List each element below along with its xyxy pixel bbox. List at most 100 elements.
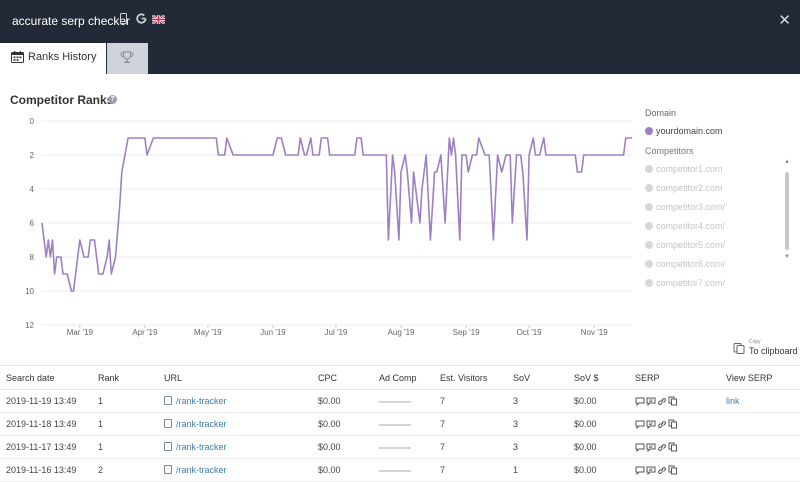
close-icon[interactable]: ✕ [778,12,791,29]
calendar-icon [11,51,24,66]
page-icon [164,419,172,428]
help-icon[interactable]: ? [108,95,117,104]
legend-item-competitor[interactable]: competitor3.com/ [645,201,795,220]
cell-url: /rank-tracker [158,389,312,413]
ad-comp-bar [379,400,411,403]
cell-sov: 1 [507,458,568,482]
x-tick-label: Nov '19 [581,328,608,337]
cell-cpc: $0.00 [312,389,373,413]
table-row[interactable]: 2019-11-19 13:49 1/rank-tracker $0.00 7 3 $0.… [0,389,800,413]
scroll-thumb[interactable] [785,172,789,250]
serp-link-icon[interactable] [657,443,667,452]
clipboard-icon [733,342,745,356]
view-serp-link[interactable]: link [726,396,740,406]
cell-ad-comp [373,389,434,413]
serp-link-icon[interactable] [657,466,667,475]
legend-dot [645,165,653,173]
cell-rank: 2 [92,458,158,482]
col-ad-comp[interactable]: Ad Comp [373,365,434,390]
rank-chart: 0 2 4 6 8 10 12 Mar '19 Apr '19 May '19 Jun '19 Jul… [25,117,632,337]
tab-ranks-history[interactable]: Ranks History [0,43,106,74]
legend-item-label: competitor5.com/ [656,240,726,250]
table-row[interactable]: 2019-11-18 13:49 1/rank-tracker $0.00 7 3 $0.… [0,412,800,436]
legend-item-label: competitor7.com/ [656,278,726,288]
serp-link-icon[interactable] [657,397,667,406]
serp-copy-icon[interactable] [668,442,678,452]
url-link[interactable]: /rank-tracker [176,442,227,452]
legend-item-domain[interactable]: yourdomain.com [645,125,795,144]
uk-flag-icon [151,13,166,27]
serp-snippet-icon[interactable] [635,443,645,453]
legend-item-competitor[interactable]: competitor5.com/ [645,239,795,258]
series-line-yourdomain[interactable] [41,137,632,292]
serp-review-icon[interactable] [646,466,656,476]
legend-dot [645,241,653,249]
page-icon [164,465,172,474]
scroll-up-icon[interactable]: ▲ [784,159,790,165]
legend-item-competitor[interactable]: competitor6.com/ [645,258,795,277]
y-tick-label: 10 [25,287,34,296]
serp-copy-icon[interactable] [668,396,678,406]
table-row[interactable]: 2019-11-17 13:49 1/rank-tracker $0.00 7 3 $0.… [0,435,800,459]
url-link[interactable]: /rank-tracker [176,419,227,429]
legend-item-competitor[interactable]: competitor4.com/ [645,220,795,239]
col-sov-usd[interactable]: SoV $ [568,365,629,390]
cell-serp [629,389,720,413]
legend-dot [645,203,653,211]
y-tick-label: 2 [30,151,35,160]
legend-item-competitor[interactable]: competitor7.com/ [645,277,795,296]
col-url[interactable]: URL [158,365,312,390]
serp-copy-icon[interactable] [668,419,678,429]
serp-link-icon[interactable] [657,420,667,429]
legend-item-label: competitor3.com/ [656,202,726,212]
tab-ranks-history-label: Ranks History [28,51,97,63]
tab-bar: Ranks History [0,43,800,74]
legend-item-competitor[interactable]: competitor2.com [645,182,795,201]
y-tick-label: 4 [30,185,35,194]
legend-scrollbar[interactable]: ▲ ▼ [784,159,790,287]
tab-trophy[interactable] [107,43,148,74]
col-est-visitors[interactable]: Est. Visitors [434,365,507,390]
url-link[interactable]: /rank-tracker [176,396,227,406]
serp-review-icon[interactable] [646,443,656,453]
ad-comp-bar [379,423,411,426]
serp-review-icon[interactable] [646,397,656,407]
serp-review-icon[interactable] [646,420,656,430]
legend-domain-title: Domain [645,108,677,118]
serp-snippet-icon[interactable] [635,466,645,476]
table-row[interactable]: 2019-11-16 13:49 2/rank-tracker $0.00 7 1 $0.… [0,458,800,482]
legend-item-label: competitor1.com [656,164,723,174]
cell-sov-usd: $0.00 [568,412,629,436]
legend-dot [645,184,653,192]
serp-snippet-icon[interactable] [635,420,645,430]
cell-view-serp [720,435,800,459]
url-link[interactable]: /rank-tracker [176,465,227,475]
rank-history-table: Search date Rank URL CPC Ad Comp Est. Vi… [0,365,800,482]
cell-sov: 3 [507,435,568,459]
cell-visitors: 7 [434,412,507,436]
ad-comp-bar [379,469,411,472]
page-icon [164,396,172,405]
col-serp[interactable]: SERP [629,365,720,390]
legend-item-label: competitor2.com [656,183,723,193]
x-tick-label: Apr '19 [132,328,158,337]
serp-snippet-icon[interactable] [635,397,645,407]
col-cpc[interactable]: CPC [312,365,373,390]
col-sov[interactable]: SoV [507,365,568,390]
x-tick-label: Jun '19 [260,328,286,337]
mobile-device-icon [120,13,127,27]
col-search-date[interactable]: Search date [0,365,92,390]
col-rank[interactable]: Rank [92,365,158,390]
cell-rank: 1 [92,389,158,413]
cell-cpc: $0.00 [312,412,373,436]
legend-item-label: yourdomain.com [656,126,723,136]
cell-date: 2019-11-18 13:49 [0,412,92,436]
col-view-serp[interactable]: View SERP [720,365,800,390]
cell-sov-usd: $0.00 [568,389,629,413]
serp-copy-icon[interactable] [668,465,678,475]
legend-item-competitor[interactable]: competitor1.com [645,163,795,182]
x-tick-label: May '19 [194,328,222,337]
cell-serp [629,458,720,482]
x-tick-label: Mar '19 [67,328,94,337]
scroll-down-icon[interactable]: ▼ [784,254,790,260]
